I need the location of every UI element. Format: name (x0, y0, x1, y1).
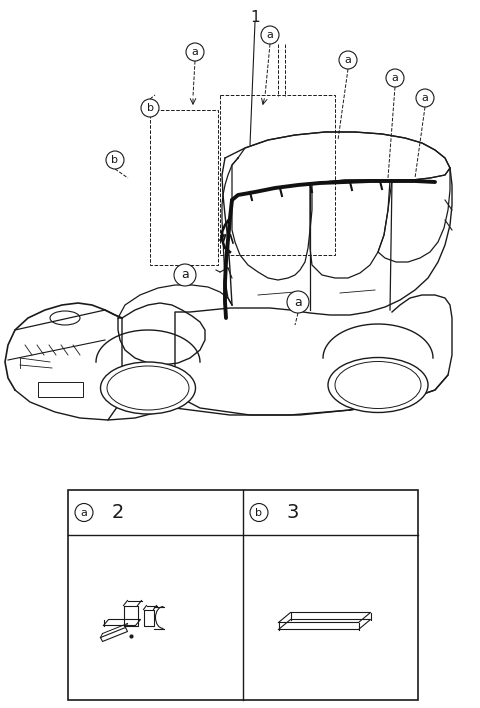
Circle shape (386, 69, 404, 87)
Text: b: b (146, 103, 154, 113)
Text: a: a (345, 55, 351, 65)
Text: a: a (81, 508, 87, 518)
Circle shape (416, 89, 434, 107)
Circle shape (261, 26, 279, 44)
Circle shape (250, 503, 268, 522)
Ellipse shape (328, 358, 428, 413)
Circle shape (287, 291, 309, 313)
Text: a: a (266, 30, 274, 40)
Text: b: b (255, 508, 263, 518)
Circle shape (75, 503, 93, 522)
Circle shape (339, 51, 357, 69)
Text: b: b (111, 155, 119, 165)
Text: 2: 2 (112, 503, 124, 522)
Text: a: a (181, 268, 189, 282)
Circle shape (106, 151, 124, 169)
Text: a: a (392, 73, 398, 83)
Bar (68, 490, 418, 700)
Text: 1: 1 (250, 11, 260, 25)
Bar (38, 382, 83, 397)
Ellipse shape (100, 362, 195, 414)
Circle shape (186, 43, 204, 61)
Text: 3: 3 (287, 503, 299, 522)
Circle shape (141, 99, 159, 117)
Text: a: a (421, 93, 429, 103)
Text: a: a (192, 47, 198, 57)
Circle shape (174, 264, 196, 286)
Text: a: a (294, 295, 302, 309)
